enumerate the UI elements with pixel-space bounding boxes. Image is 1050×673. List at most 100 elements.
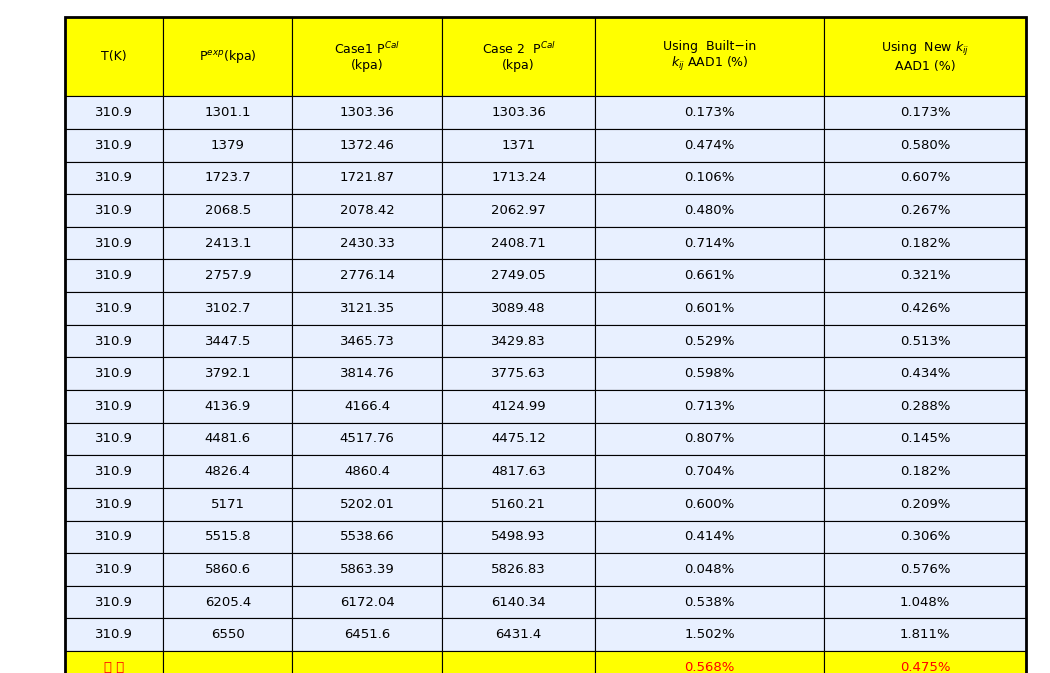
Text: 1371: 1371 <box>502 139 536 151</box>
Text: 2068.5: 2068.5 <box>205 204 251 217</box>
Bar <box>292 292 442 325</box>
Bar <box>595 521 824 553</box>
Text: 3089.48: 3089.48 <box>491 302 546 315</box>
Bar <box>292 162 442 194</box>
Text: Case1 P$^{Cal}$
(kpa): Case1 P$^{Cal}$ (kpa) <box>334 41 400 72</box>
Text: 310.9: 310.9 <box>96 106 133 119</box>
Bar <box>824 586 1026 618</box>
Bar <box>595 423 824 455</box>
Bar <box>442 618 595 651</box>
Text: 1.811%: 1.811% <box>900 629 950 641</box>
Text: 310.9: 310.9 <box>96 629 133 641</box>
Text: P$^{exp}$(kpa): P$^{exp}$(kpa) <box>200 48 256 65</box>
Bar <box>292 260 442 292</box>
Bar <box>824 553 1026 586</box>
Bar <box>65 651 163 673</box>
Text: 4481.6: 4481.6 <box>205 433 251 446</box>
Text: 0.048%: 0.048% <box>685 563 735 576</box>
Text: 0.474%: 0.474% <box>685 139 735 151</box>
Text: 0.580%: 0.580% <box>900 139 950 151</box>
Text: Using  New $k_{ij}$
AAD1 (%): Using New $k_{ij}$ AAD1 (%) <box>881 40 969 73</box>
Bar <box>163 357 292 390</box>
Text: 6140.34: 6140.34 <box>491 596 546 608</box>
Bar <box>163 17 292 96</box>
Text: 5202.01: 5202.01 <box>340 498 395 511</box>
Bar <box>292 357 442 390</box>
Text: 0.598%: 0.598% <box>685 367 735 380</box>
Text: 0.182%: 0.182% <box>900 237 950 250</box>
Text: 3792.1: 3792.1 <box>205 367 251 380</box>
Bar <box>292 553 442 586</box>
Bar <box>442 325 595 357</box>
Text: Using  Built−in
$k_{ij}$ AAD1 (%): Using Built−in $k_{ij}$ AAD1 (%) <box>664 40 756 73</box>
Text: 0.145%: 0.145% <box>900 433 950 446</box>
Bar <box>65 423 163 455</box>
Text: 0.106%: 0.106% <box>685 172 735 184</box>
Text: 0.209%: 0.209% <box>900 498 950 511</box>
Text: 1303.36: 1303.36 <box>491 106 546 119</box>
Bar <box>163 423 292 455</box>
Text: 2078.42: 2078.42 <box>340 204 395 217</box>
Text: 0.704%: 0.704% <box>685 465 735 478</box>
Bar <box>595 227 824 259</box>
Bar <box>595 292 824 325</box>
Text: 6431.4: 6431.4 <box>496 629 542 641</box>
Text: 0.426%: 0.426% <box>900 302 950 315</box>
Text: 5826.83: 5826.83 <box>491 563 546 576</box>
Bar <box>65 129 163 162</box>
Bar <box>824 521 1026 553</box>
Text: 4124.99: 4124.99 <box>491 400 546 413</box>
Text: 1301.1: 1301.1 <box>205 106 251 119</box>
Text: 0.288%: 0.288% <box>900 400 950 413</box>
Text: 310.9: 310.9 <box>96 334 133 347</box>
Bar <box>65 227 163 259</box>
Text: 3429.83: 3429.83 <box>491 334 546 347</box>
Bar <box>442 227 595 259</box>
Text: 310.9: 310.9 <box>96 237 133 250</box>
Text: 0.807%: 0.807% <box>685 433 735 446</box>
Bar <box>65 390 163 423</box>
Bar <box>65 194 163 227</box>
Bar <box>65 96 163 129</box>
Text: 310.9: 310.9 <box>96 465 133 478</box>
Bar <box>65 357 163 390</box>
Text: 5860.6: 5860.6 <box>205 563 251 576</box>
Text: 0.568%: 0.568% <box>685 661 735 673</box>
Bar <box>595 488 824 521</box>
Bar <box>595 129 824 162</box>
Bar <box>65 17 163 96</box>
Text: 5171: 5171 <box>211 498 245 511</box>
Text: 0.529%: 0.529% <box>685 334 735 347</box>
Bar <box>442 17 595 96</box>
Text: 2408.71: 2408.71 <box>491 237 546 250</box>
Text: 310.9: 310.9 <box>96 269 133 282</box>
Bar <box>824 357 1026 390</box>
Bar <box>65 521 163 553</box>
Text: 3121.35: 3121.35 <box>340 302 395 315</box>
Bar <box>65 553 163 586</box>
Text: 4136.9: 4136.9 <box>205 400 251 413</box>
Text: 1303.36: 1303.36 <box>340 106 395 119</box>
Text: 310.9: 310.9 <box>96 367 133 380</box>
Bar <box>442 390 595 423</box>
Bar <box>163 390 292 423</box>
Text: 2430.33: 2430.33 <box>340 237 395 250</box>
Bar <box>163 129 292 162</box>
Bar <box>442 553 595 586</box>
Text: 4860.4: 4860.4 <box>344 465 391 478</box>
Bar <box>163 162 292 194</box>
Text: 4517.76: 4517.76 <box>340 433 395 446</box>
Text: 0.713%: 0.713% <box>685 400 735 413</box>
Text: 1713.24: 1713.24 <box>491 172 546 184</box>
Bar <box>595 357 824 390</box>
Bar <box>824 488 1026 521</box>
Text: 5160.21: 5160.21 <box>491 498 546 511</box>
Bar <box>292 651 442 673</box>
Text: 310.9: 310.9 <box>96 139 133 151</box>
Text: 6172.04: 6172.04 <box>340 596 395 608</box>
Text: 3814.76: 3814.76 <box>340 367 395 380</box>
Bar <box>292 227 442 259</box>
Bar <box>595 325 824 357</box>
Bar <box>163 521 292 553</box>
Bar <box>595 162 824 194</box>
